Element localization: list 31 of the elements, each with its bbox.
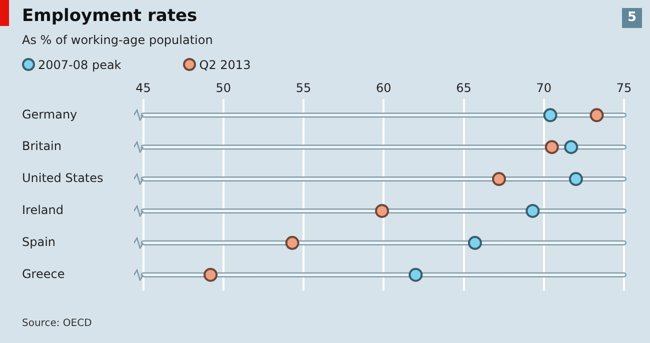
y-tick-label: Germany: [22, 107, 78, 122]
x-tick-label: 75: [616, 81, 632, 96]
point: [285, 236, 300, 250]
x-tick-label: 70: [536, 81, 552, 96]
y-tick-label: Britain: [22, 139, 62, 154]
x-tick-label: 60: [376, 81, 392, 96]
chart-subtitle: As % of working-age population: [22, 33, 213, 47]
chart-title: Employment rates: [22, 6, 198, 26]
source-note: Source: OECD: [22, 318, 92, 329]
point: [468, 236, 482, 250]
legend-label: Q2 2013: [198, 58, 251, 72]
point: [544, 140, 559, 154]
y-tick-label: Ireland: [22, 203, 64, 218]
y-tick-label: Greece: [22, 266, 65, 281]
y-tick-label: Spain: [22, 235, 56, 250]
point: [564, 140, 578, 154]
point: [375, 204, 390, 218]
point: [526, 204, 540, 218]
text: 5: [622, 8, 642, 28]
x-tick-label: 45: [136, 81, 151, 96]
y-tick-label: United States: [22, 171, 104, 186]
x-tick-label: 50: [216, 81, 232, 96]
point: [408, 268, 423, 282]
x-tick-label: 55: [296, 81, 312, 96]
legend-label: 2007-08 peak: [37, 58, 122, 72]
point: [568, 172, 583, 186]
point: [492, 172, 506, 186]
point: [543, 108, 558, 122]
point: [590, 108, 604, 122]
x-tick-label: 65: [456, 81, 472, 96]
point: [204, 268, 218, 282]
